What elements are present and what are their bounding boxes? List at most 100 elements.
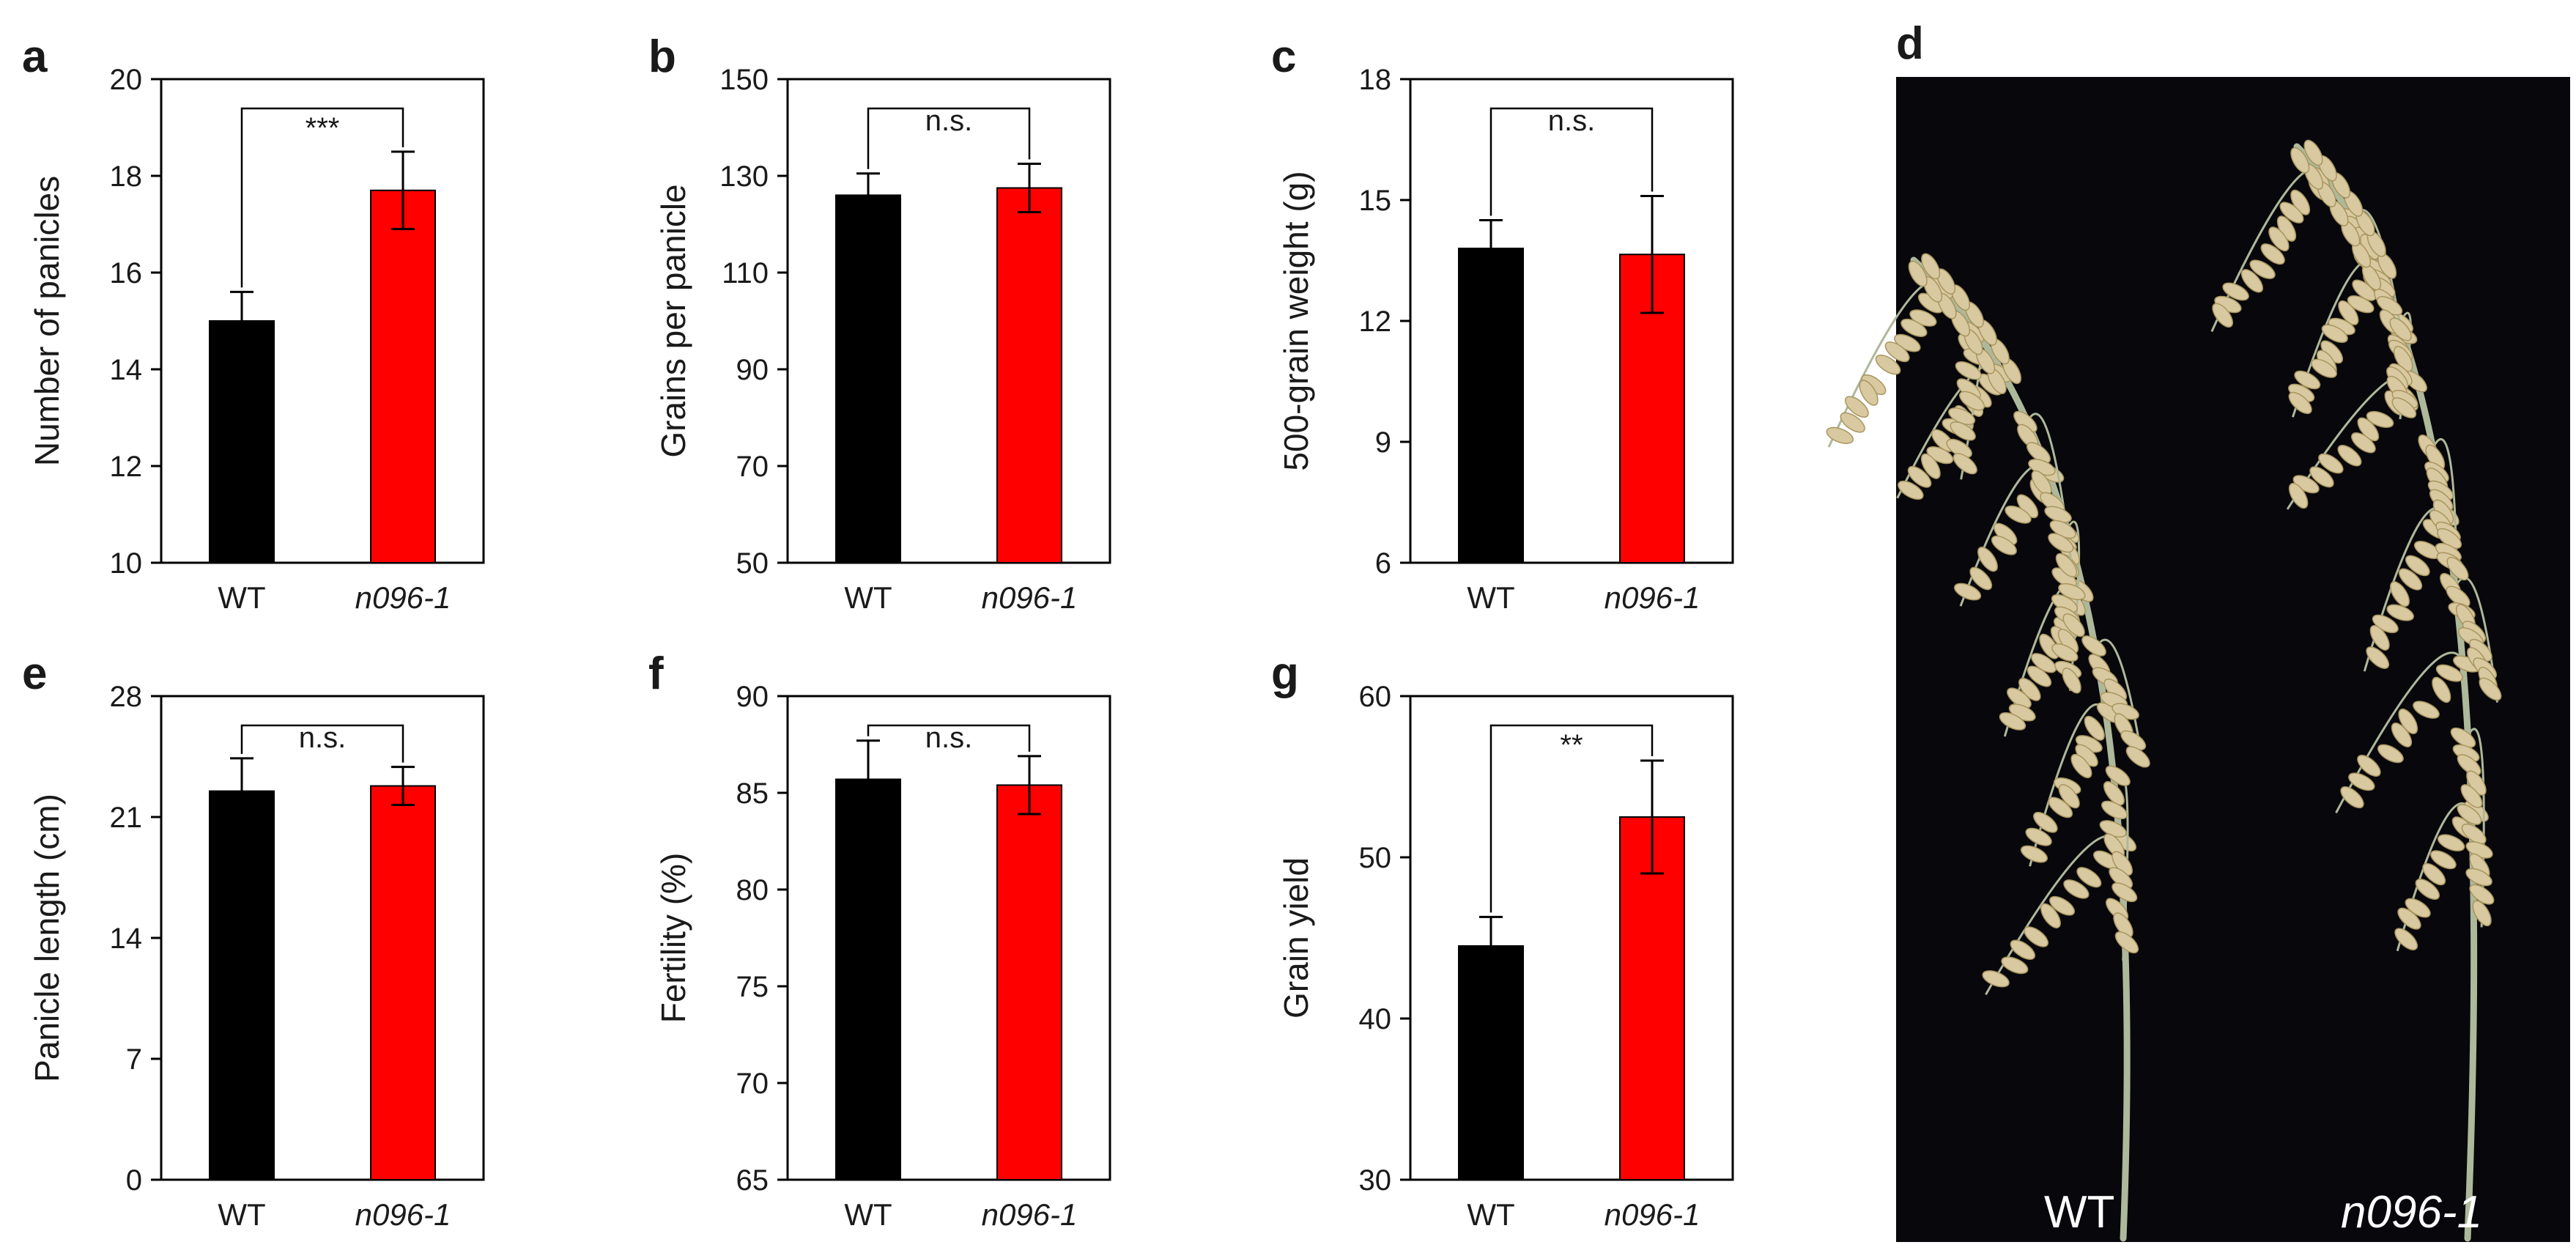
grain	[2369, 625, 2390, 651]
y-axis-label: Panicle length (cm)	[28, 794, 66, 1082]
bar-wt	[209, 790, 275, 1180]
y-axis-label: Grain yield	[1277, 857, 1315, 1019]
grain	[2007, 687, 2032, 709]
error-bar	[1640, 759, 1664, 875]
grain	[2377, 744, 2404, 764]
grain	[2105, 765, 2131, 786]
grain	[1999, 712, 2027, 731]
y-tick-label: 50	[736, 547, 769, 580]
grain	[2001, 956, 2029, 975]
grain	[2391, 722, 2413, 747]
y-tick-label: 110	[722, 257, 769, 289]
panel-letter: g	[1271, 648, 1299, 699]
grain	[2405, 898, 2431, 918]
panicle-branch	[2335, 651, 2481, 814]
error-bar	[856, 739, 880, 819]
grain	[2366, 410, 2394, 428]
x-category-label: WT	[1467, 580, 1514, 615]
grain	[1908, 260, 1928, 287]
grain	[2222, 282, 2249, 301]
bar-mutant	[370, 785, 436, 1180]
grain	[2457, 754, 2481, 776]
grain	[2076, 867, 2102, 888]
grain	[1921, 253, 1941, 280]
grain	[2457, 804, 2482, 825]
panicle-branch	[2099, 765, 2139, 961]
significance-label: n.s.	[925, 105, 972, 137]
chart-panel-c: c 6 9 12 15 18 500-grain weight (g) WT n096-1 n.s…	[1271, 32, 1734, 615]
bar-wt	[835, 778, 901, 1180]
bar-wt	[209, 320, 275, 563]
grain	[2389, 317, 2412, 341]
bar-mutant	[370, 189, 436, 563]
error-bar	[856, 172, 880, 218]
error-bar	[391, 766, 415, 806]
y-tick-label: 18	[110, 160, 143, 193]
significance-bracket	[867, 107, 1031, 169]
grain	[2101, 800, 2128, 820]
grain	[1844, 396, 1869, 418]
grain	[1969, 566, 1993, 591]
panicle-wt	[1826, 253, 2150, 1242]
panicle-branch	[1999, 578, 2094, 737]
grain	[2260, 243, 2285, 265]
grain	[1826, 426, 1854, 444]
y-tick-label: 130	[719, 160, 769, 193]
chart-panel-g: g 30 40 50 60 Grain yield WT n096-1 **	[1271, 648, 1734, 1232]
grain	[2479, 677, 2502, 701]
grain	[2446, 556, 2469, 581]
panicle-branch	[2440, 572, 2502, 703]
x-category-label: WT	[844, 580, 892, 615]
grain	[2450, 727, 2476, 748]
error-bar	[1640, 195, 1664, 314]
y-tick-label: 90	[736, 681, 769, 713]
grain	[2397, 907, 2421, 930]
y-tick-label: 0	[126, 1164, 142, 1197]
x-category-label: WT	[218, 580, 265, 615]
grain	[2111, 882, 2138, 903]
grain	[2393, 346, 2413, 372]
panicle-branch	[2418, 435, 2469, 583]
grain	[1875, 354, 1901, 375]
y-tick-label: 21	[110, 802, 143, 834]
x-category-label: n096-1	[1605, 580, 1700, 615]
panicle-branch	[1826, 275, 1953, 448]
grain	[2212, 303, 2234, 328]
grain	[1982, 970, 2010, 988]
plot-frame	[1409, 695, 1734, 1181]
grain	[2279, 202, 2304, 223]
x-category-label: n096-1	[982, 580, 1078, 615]
panel-letter: b	[648, 32, 676, 82]
y-tick-label: 7	[126, 1043, 142, 1076]
bar-wt	[1458, 945, 1524, 1180]
x-category-label: WT	[218, 1197, 265, 1232]
grain	[2288, 391, 2312, 415]
y-tick-label: 50	[1359, 842, 1392, 874]
x-category-label: n096-1	[1605, 1197, 1700, 1232]
grain	[2114, 931, 2139, 954]
chart-panel-a: a 10 12 14 16 18 20 Number of panicles WT n096-1 *…	[22, 32, 485, 615]
grain	[1953, 583, 1982, 601]
y-tick-label: 150	[719, 64, 769, 96]
y-axis-label: 500-grain weight (g)	[1277, 171, 1315, 470]
grain	[2337, 445, 2362, 467]
grain	[2025, 827, 2052, 846]
y-tick-label: 12	[110, 451, 143, 483]
grain	[2352, 279, 2377, 301]
significance-label: **	[1560, 729, 1583, 761]
grain	[2048, 533, 2074, 553]
grain	[2348, 772, 2375, 791]
grain	[2024, 926, 2049, 947]
panicle-branch	[2081, 635, 2150, 768]
grain	[2430, 850, 2457, 870]
grain	[1884, 341, 1910, 363]
grain	[2413, 701, 2440, 719]
grain	[2058, 784, 2080, 809]
photo-label-wt: WT	[2044, 1187, 2114, 1238]
y-tick-label: 14	[110, 923, 143, 955]
significance-bracket	[1489, 107, 1654, 216]
y-tick-label: 18	[1359, 64, 1392, 96]
grain	[2435, 664, 2463, 682]
grain	[2318, 453, 2344, 474]
error-bar	[230, 757, 253, 825]
